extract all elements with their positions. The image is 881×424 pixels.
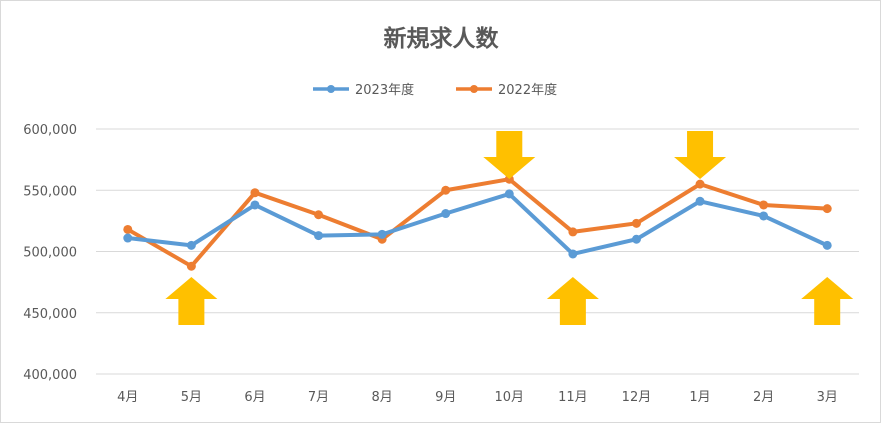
y-tick-label: 450,000 <box>23 307 77 322</box>
x-tick-label: 5月 <box>181 390 202 405</box>
x-tick-label: 3月 <box>817 390 838 405</box>
chart-title: 新規求人数 <box>384 25 500 52</box>
x-tick-label: 7月 <box>308 390 329 405</box>
legend-label-2023: 2023年度 <box>355 82 414 98</box>
arrow-up-annotation <box>546 277 599 325</box>
data-point <box>822 204 832 214</box>
arrow-up-annotation <box>165 277 218 325</box>
y-tick-label: 400,000 <box>23 368 77 383</box>
data-point <box>314 231 324 241</box>
legend-item-2023: 2023年度 <box>313 82 414 98</box>
legend-marker-2023 <box>327 85 335 93</box>
series-2022年度 <box>123 174 832 271</box>
series-line <box>125 177 830 269</box>
data-point <box>695 179 705 189</box>
arrow-down-annotation <box>674 131 727 179</box>
data-point <box>441 209 451 219</box>
x-tick-label: 8月 <box>371 390 392 405</box>
arrow-up-annotation <box>801 277 854 325</box>
legend-label-2022: 2022年度 <box>498 82 557 98</box>
legend: 2023年度 2022年度 <box>313 82 557 98</box>
series-line <box>125 191 830 256</box>
annotation-arrows <box>165 131 854 325</box>
data-point <box>695 196 705 206</box>
series-2023年度 <box>123 189 832 259</box>
data-point <box>822 240 832 250</box>
data-point <box>759 200 769 210</box>
x-tick-label: 4月 <box>117 390 138 405</box>
data-point <box>504 189 514 199</box>
data-point <box>759 211 769 221</box>
x-tick-label: 2月 <box>753 390 774 405</box>
x-axis-ticks: 4月 5月 6月 7月 8月 9月 10月 11月 12月 1月 2月 3月 <box>117 390 838 405</box>
data-point <box>441 185 451 195</box>
data-point <box>123 233 133 243</box>
gridlines <box>96 128 859 375</box>
data-point <box>568 249 578 259</box>
x-tick-label: 11月 <box>558 390 588 405</box>
x-tick-label: 1月 <box>689 390 710 405</box>
data-point <box>123 224 133 234</box>
legend-item-2022: 2022年度 <box>456 82 557 98</box>
arrow-down-annotation <box>483 131 536 179</box>
x-tick-label: 9月 <box>435 390 456 405</box>
x-tick-label: 6月 <box>244 390 265 405</box>
data-point <box>631 234 641 244</box>
legend-marker-2022 <box>470 85 478 93</box>
data-point <box>250 188 260 198</box>
data-point <box>186 240 196 250</box>
data-point <box>314 210 324 220</box>
y-tick-label: 550,000 <box>23 184 77 199</box>
y-axis-ticks: 400,000 450,000 500,000 550,000 600,000 <box>23 123 77 383</box>
series-lines <box>123 174 832 271</box>
y-tick-label: 500,000 <box>23 246 77 261</box>
x-tick-label: 12月 <box>622 390 652 405</box>
data-point <box>631 218 641 228</box>
data-point <box>186 261 196 271</box>
y-tick-label: 600,000 <box>23 123 77 138</box>
data-point <box>250 200 260 210</box>
data-point <box>568 227 578 237</box>
x-tick-label: 10月 <box>495 390 525 405</box>
data-point <box>377 229 387 239</box>
